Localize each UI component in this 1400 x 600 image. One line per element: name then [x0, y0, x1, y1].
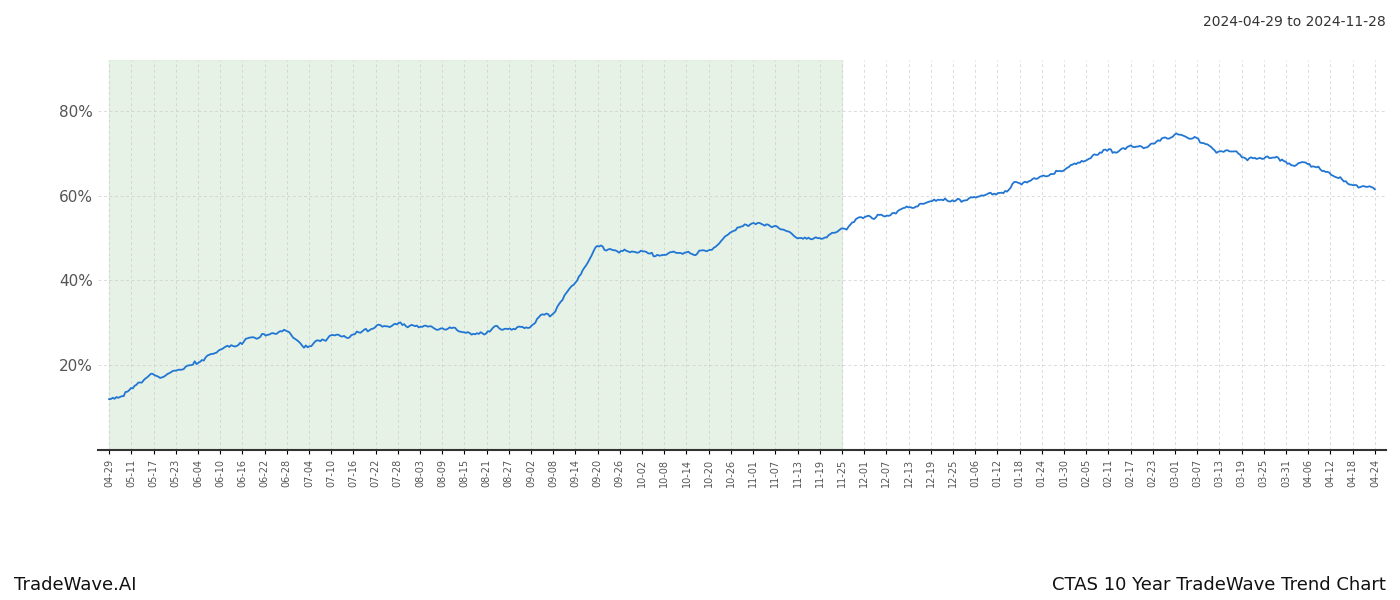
Bar — [109, 60, 841, 450]
Text: CTAS 10 Year TradeWave Trend Chart: CTAS 10 Year TradeWave Trend Chart — [1053, 576, 1386, 594]
Text: 2024-04-29 to 2024-11-28: 2024-04-29 to 2024-11-28 — [1203, 15, 1386, 29]
Text: TradeWave.AI: TradeWave.AI — [14, 576, 137, 594]
